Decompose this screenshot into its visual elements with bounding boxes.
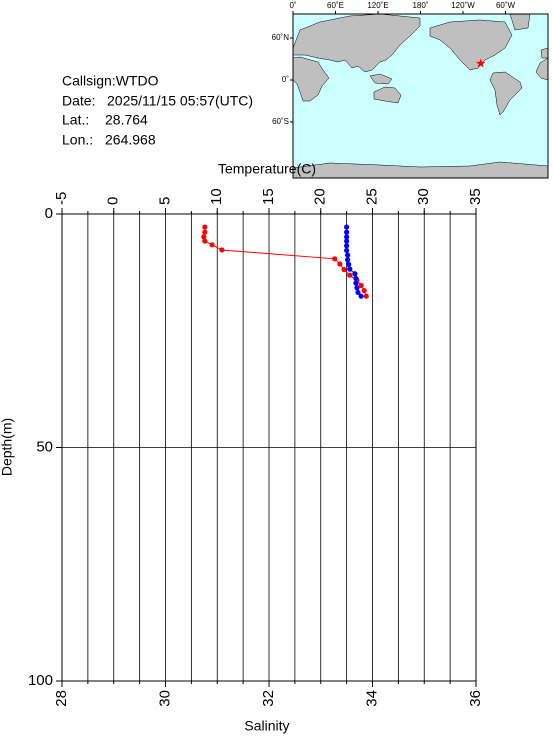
x-tick-label: 28 xyxy=(53,690,70,707)
world-map: 0˚ 60˚E 120˚E 180˚ 120˚W 60˚W 60˚N 0˚ 60˚S xyxy=(272,1,549,179)
profile-point xyxy=(347,272,353,278)
x-tick-label: 30 xyxy=(156,690,173,707)
profile-point xyxy=(341,266,347,273)
profile-point xyxy=(202,229,208,235)
profile-point xyxy=(345,257,351,263)
profile-point xyxy=(345,252,351,258)
profile-point xyxy=(353,275,359,282)
x-tick-label: 32 xyxy=(260,690,277,707)
profile-point xyxy=(352,271,358,277)
profile-point xyxy=(358,293,364,299)
profile-point xyxy=(344,224,350,230)
x2-tick-label: 20 xyxy=(312,188,329,205)
profile-point xyxy=(337,261,343,267)
x-tick-label: 34 xyxy=(363,690,380,707)
profile-line xyxy=(203,227,367,297)
y-tick-label: 100 xyxy=(28,672,53,689)
lat: 28.764 xyxy=(105,112,148,128)
y-tick-label: 50 xyxy=(36,438,53,455)
x2-tick-label: 15 xyxy=(260,188,277,205)
profile-point xyxy=(344,247,350,254)
x2-tick-label: 30 xyxy=(415,188,432,205)
profile-point xyxy=(353,280,359,286)
map-lon-label: 0˚ xyxy=(289,1,296,10)
map-lon-label: 60˚W xyxy=(496,1,516,10)
profile-point xyxy=(332,256,338,262)
lat-label: Lat.: xyxy=(62,112,89,128)
profile-point xyxy=(363,293,369,299)
date: 2025/11/15 05:57(UTC) xyxy=(107,93,253,109)
profile-point xyxy=(361,287,367,294)
map-lon-label: 60˚E xyxy=(327,1,344,10)
x2-tick-label: 35 xyxy=(467,188,484,205)
map-lon-label: 180˚ xyxy=(412,1,428,10)
x2-tick-label: 5 xyxy=(156,197,173,205)
map-lon-label: 120˚W xyxy=(451,1,475,10)
x2-tick-label: 0 xyxy=(105,197,122,205)
profile-point xyxy=(344,229,350,235)
map-lat-label: 0˚ xyxy=(282,75,289,84)
profile-point xyxy=(202,224,208,230)
x2-tick-label: 25 xyxy=(363,188,380,205)
profile-point xyxy=(355,289,361,296)
callsign: Callsign:WTDO xyxy=(62,73,159,89)
profile-point xyxy=(344,234,350,240)
profile-point xyxy=(354,285,360,291)
profile-point xyxy=(202,238,208,244)
map-lon-label: 120˚E xyxy=(367,1,388,10)
map-lat-label: 60˚N xyxy=(272,33,290,42)
profile-point xyxy=(344,238,350,244)
x-tick-label: 36 xyxy=(467,690,484,707)
profile-point xyxy=(346,261,352,268)
lon-label: Lon.: xyxy=(62,132,93,148)
profile-point xyxy=(219,247,225,253)
map-lat-label: 60˚S xyxy=(272,117,289,126)
profile-point xyxy=(347,266,353,272)
profile-point xyxy=(344,243,350,249)
profile-point xyxy=(201,234,207,240)
lon: 264.968 xyxy=(105,132,156,148)
y-tick-label: 0 xyxy=(45,205,53,222)
land xyxy=(292,13,549,179)
x2-tick-label: -5 xyxy=(53,192,70,205)
y-axis-title: Depth(m) xyxy=(0,418,15,476)
profile-point xyxy=(209,242,215,248)
date-label: Date: xyxy=(62,93,95,109)
x-axis-title: Salinity xyxy=(244,718,289,734)
info-block: Callsign:WTDO Date: 2025/11/15 05:57(UTC… xyxy=(62,73,253,148)
location-marker xyxy=(475,58,486,68)
profile-point xyxy=(358,282,364,289)
x2-axis-title: Temperature(C) xyxy=(218,161,316,177)
x2-tick-label: 10 xyxy=(208,188,225,205)
